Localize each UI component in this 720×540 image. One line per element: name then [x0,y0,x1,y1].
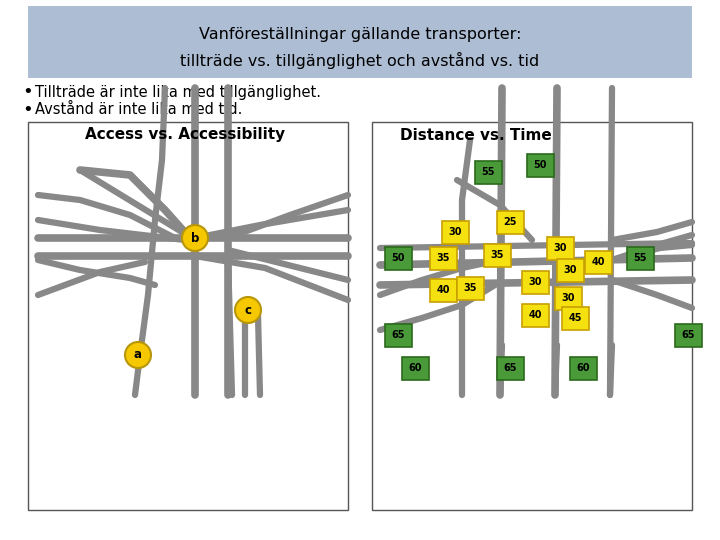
Text: 30: 30 [553,243,567,253]
FancyBboxPatch shape [570,356,596,380]
Text: Distance vs. Time: Distance vs. Time [400,127,552,143]
FancyBboxPatch shape [28,6,692,78]
Text: 30: 30 [562,293,575,303]
Text: •: • [22,101,32,119]
Text: b: b [191,232,199,245]
Text: Avstånd är inte lika med tid.: Avstånd är inte lika med tid. [35,103,243,118]
FancyBboxPatch shape [675,323,701,347]
FancyBboxPatch shape [585,251,611,273]
FancyBboxPatch shape [430,279,456,301]
Text: 60: 60 [408,363,422,373]
Text: 25: 25 [503,217,517,227]
Text: 50: 50 [534,160,546,170]
Text: 35: 35 [463,283,477,293]
FancyBboxPatch shape [546,237,574,260]
FancyBboxPatch shape [557,259,583,281]
Text: 45: 45 [568,313,582,323]
Text: 40: 40 [528,310,541,320]
FancyBboxPatch shape [526,153,554,177]
FancyBboxPatch shape [484,244,510,267]
FancyBboxPatch shape [384,246,412,269]
FancyBboxPatch shape [456,276,484,300]
Text: c: c [245,303,251,316]
FancyBboxPatch shape [430,246,456,269]
FancyBboxPatch shape [497,356,523,380]
FancyBboxPatch shape [626,246,654,269]
FancyBboxPatch shape [554,287,582,309]
Text: a: a [134,348,142,361]
FancyBboxPatch shape [28,122,348,510]
Text: 35: 35 [490,250,504,260]
Text: 30: 30 [563,265,577,275]
FancyBboxPatch shape [562,307,588,329]
Text: 30: 30 [528,277,541,287]
Text: 65: 65 [681,330,695,340]
FancyBboxPatch shape [441,220,469,244]
Text: tillträde vs. tillgänglighet och avstånd vs. tid: tillträde vs. tillgänglighet och avstånd… [181,51,539,69]
Circle shape [182,225,208,251]
Text: Tillträde är inte lika med tillgänglighet.: Tillträde är inte lika med tillgänglighe… [35,84,321,99]
Text: Vanföreställningar gällande transporter:: Vanföreställningar gällande transporter: [199,26,521,42]
Text: •: • [22,83,32,101]
FancyBboxPatch shape [402,356,428,380]
Text: 60: 60 [576,363,590,373]
Text: 40: 40 [591,257,605,267]
Circle shape [125,342,151,368]
Circle shape [235,297,261,323]
Text: 40: 40 [436,285,450,295]
Text: 65: 65 [391,330,405,340]
FancyBboxPatch shape [497,211,523,233]
FancyBboxPatch shape [372,122,692,510]
FancyBboxPatch shape [521,303,549,327]
FancyBboxPatch shape [474,160,502,184]
Text: 55: 55 [634,253,647,263]
Text: 65: 65 [503,363,517,373]
Text: 55: 55 [481,167,495,177]
Text: 50: 50 [391,253,405,263]
Text: 35: 35 [436,253,450,263]
Text: Access vs. Accessibility: Access vs. Accessibility [85,127,285,143]
FancyBboxPatch shape [521,271,549,294]
Text: 30: 30 [449,227,462,237]
FancyBboxPatch shape [384,323,412,347]
